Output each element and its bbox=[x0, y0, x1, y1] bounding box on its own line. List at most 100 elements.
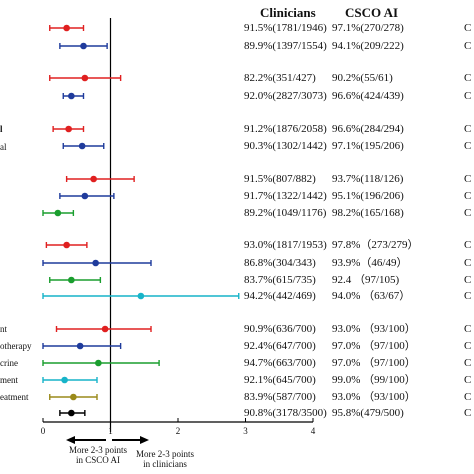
csco-ai-cell: 97.0% （97/100） bbox=[332, 340, 416, 352]
clinicians-cell: 94.7%(663/700) bbox=[244, 357, 316, 369]
x-tick-label: 0 bbox=[40, 426, 46, 436]
truncated-column-cell: C bbox=[464, 340, 472, 352]
csco-ai-cell: 95.1%(196/206) bbox=[332, 190, 404, 202]
point-estimate bbox=[101, 325, 109, 333]
row-label: eatment bbox=[0, 392, 29, 402]
point-estimate bbox=[70, 393, 77, 401]
point-estimate bbox=[81, 74, 89, 82]
clinicians-cell: 94.2%(442/469) bbox=[244, 290, 316, 302]
clinicians-header: Clinicians bbox=[260, 5, 316, 20]
x-tick-label: 1 bbox=[108, 426, 113, 436]
arrow-left-head bbox=[66, 436, 75, 444]
ci-row bbox=[62, 142, 105, 150]
point-estimate bbox=[76, 342, 84, 350]
row-label: ment bbox=[0, 375, 18, 385]
point-estimate bbox=[95, 359, 102, 367]
truncated-column-cell: C bbox=[464, 407, 472, 419]
clinicians-cell: 91.7%(1322/1442) bbox=[244, 190, 327, 202]
row-label: nt bbox=[0, 324, 8, 334]
truncated-column-cell: C bbox=[464, 123, 472, 135]
ci-row bbox=[42, 376, 98, 384]
ci-row bbox=[45, 241, 88, 249]
row-label: otherapy bbox=[0, 341, 32, 351]
point-estimate bbox=[137, 292, 145, 300]
point-estimate bbox=[80, 42, 87, 50]
clinicians-cell: 92.4%(647/700) bbox=[244, 340, 316, 352]
truncated-column-cell: C bbox=[464, 40, 472, 52]
ci-row bbox=[59, 192, 115, 200]
ci-row bbox=[49, 74, 122, 82]
truncated-column-cell: C bbox=[464, 22, 472, 34]
clinicians-cell: 93.0%(1817/1953) bbox=[244, 239, 327, 251]
csco-ai-header: CSCO AI bbox=[345, 5, 399, 20]
truncated-column-cell: C bbox=[464, 290, 472, 302]
csco-ai-cell: 97.1%(195/206) bbox=[332, 140, 404, 152]
ci-row bbox=[59, 42, 108, 50]
ci-row bbox=[59, 409, 86, 417]
x-tick-label: 2 bbox=[175, 426, 181, 436]
row-label: l bbox=[0, 124, 3, 134]
ci-row bbox=[49, 24, 85, 32]
clinicians-cell: 92.0%(2827/3073) bbox=[244, 90, 327, 102]
x-tick-label: 4 bbox=[310, 426, 316, 436]
csco-ai-cell: 96.6%(284/294) bbox=[332, 123, 404, 135]
clinicians-cell: 91.5%(807/882) bbox=[244, 173, 316, 185]
point-estimate bbox=[81, 192, 89, 200]
ci-row bbox=[42, 292, 240, 300]
truncated-column-cell: C bbox=[464, 323, 472, 335]
clinicians-cell: 82.2%(351/427) bbox=[244, 72, 316, 84]
point-estimate bbox=[63, 241, 70, 249]
csco-ai-cell: 93.7%(118/126) bbox=[332, 173, 404, 185]
ci-row bbox=[42, 342, 122, 350]
clinicians-cell: 83.7%(615/735) bbox=[244, 274, 316, 286]
footnote-right: More 2-3 points in clinicians bbox=[136, 449, 194, 469]
x-tick-label: 3 bbox=[243, 426, 248, 436]
truncated-column-cell: C bbox=[464, 140, 472, 152]
csco-ai-cell: 98.2%(165/168) bbox=[332, 207, 404, 219]
row-label: crine bbox=[0, 358, 18, 368]
csco-ai-cell: 93.9%（46/49） bbox=[332, 257, 408, 269]
point-estimate bbox=[78, 142, 86, 150]
truncated-column-cell: C bbox=[464, 257, 472, 269]
clinicians-cell: 89.2%(1049/1176) bbox=[244, 207, 327, 219]
ci-row bbox=[62, 92, 85, 100]
point-estimate bbox=[54, 209, 62, 217]
point-estimate bbox=[68, 409, 75, 417]
csco-ai-cell: 97.0% （97/100） bbox=[332, 357, 416, 369]
ci-row bbox=[65, 175, 135, 183]
truncated-column-cell: C bbox=[464, 90, 472, 102]
clinicians-cell: 90.3%(1302/1442) bbox=[244, 140, 327, 152]
ci-row bbox=[49, 393, 98, 401]
clinicians-cell: 91.5%(1781/1946) bbox=[244, 22, 327, 34]
truncated-column-cell: C bbox=[464, 391, 472, 403]
csco-ai-cell: 95.8%(479/500) bbox=[332, 407, 404, 419]
clinicians-cell: 90.8%(3178/3500) bbox=[244, 407, 327, 419]
truncated-column-cell: C bbox=[464, 274, 472, 286]
point-estimate bbox=[90, 175, 97, 183]
clinicians-cell: 86.8%(304/343) bbox=[244, 257, 316, 269]
ci-row bbox=[42, 209, 75, 217]
ci-row bbox=[42, 359, 160, 367]
csco-ai-cell: 99.0% （99/100） bbox=[332, 374, 416, 386]
csco-ai-cell: 90.2%(55/61) bbox=[332, 72, 393, 84]
csco-ai-cell: 92.4 （97/105) bbox=[332, 274, 400, 286]
point-estimate bbox=[68, 92, 75, 100]
csco-ai-cell: 93.0% （93/100） bbox=[332, 323, 416, 335]
point-estimate bbox=[61, 376, 68, 384]
arrow-right-head bbox=[140, 436, 149, 444]
point-estimate bbox=[92, 259, 99, 267]
truncated-column-cell: C bbox=[464, 374, 472, 386]
csco-ai-cell: 94.0% （63/67） bbox=[332, 290, 411, 302]
point-estimate bbox=[68, 276, 75, 284]
ci-row bbox=[49, 276, 102, 284]
csco-ai-cell: 93.0% （93/100） bbox=[332, 391, 416, 403]
ci-row bbox=[55, 325, 152, 333]
clinicians-cell: 83.9%(587/700) bbox=[244, 391, 316, 403]
truncated-column-cell: C bbox=[464, 190, 472, 202]
clinicians-cell: 90.9%(636/700) bbox=[244, 323, 316, 335]
csco-ai-cell: 94.1%(209/222) bbox=[332, 40, 404, 52]
point-estimate bbox=[65, 125, 72, 133]
clinicians-cell: 91.2%(1876/2058) bbox=[244, 123, 327, 135]
